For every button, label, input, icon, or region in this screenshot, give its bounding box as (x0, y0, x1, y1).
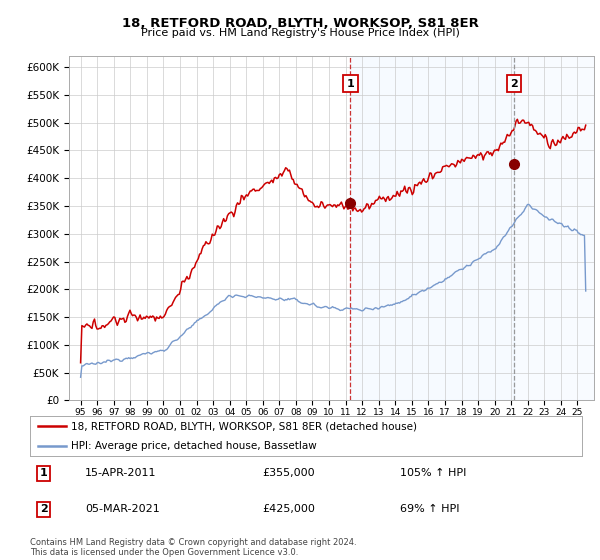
Text: 15-APR-2011: 15-APR-2011 (85, 468, 157, 478)
Text: 2: 2 (510, 79, 518, 89)
Text: Price paid vs. HM Land Registry's House Price Index (HPI): Price paid vs. HM Land Registry's House … (140, 28, 460, 38)
Text: 69% ↑ HPI: 69% ↑ HPI (400, 505, 460, 515)
Bar (514, 56, 594, 400)
Text: Contains HM Land Registry data © Crown copyright and database right 2024.
This d: Contains HM Land Registry data © Crown c… (30, 538, 356, 557)
Text: 1: 1 (347, 79, 354, 89)
Text: 1: 1 (40, 468, 47, 478)
Text: HPI: Average price, detached house, Bassetlaw: HPI: Average price, detached house, Bass… (71, 441, 317, 451)
Bar (350, 56, 514, 400)
Text: 105% ↑ HPI: 105% ↑ HPI (400, 468, 466, 478)
Text: £355,000: £355,000 (262, 468, 314, 478)
Text: £425,000: £425,000 (262, 505, 315, 515)
Text: 05-MAR-2021: 05-MAR-2021 (85, 505, 160, 515)
Text: 2: 2 (40, 505, 47, 515)
Text: 18, RETFORD ROAD, BLYTH, WORKSOP, S81 8ER (detached house): 18, RETFORD ROAD, BLYTH, WORKSOP, S81 8E… (71, 421, 418, 431)
Text: 18, RETFORD ROAD, BLYTH, WORKSOP, S81 8ER: 18, RETFORD ROAD, BLYTH, WORKSOP, S81 8E… (122, 17, 478, 30)
